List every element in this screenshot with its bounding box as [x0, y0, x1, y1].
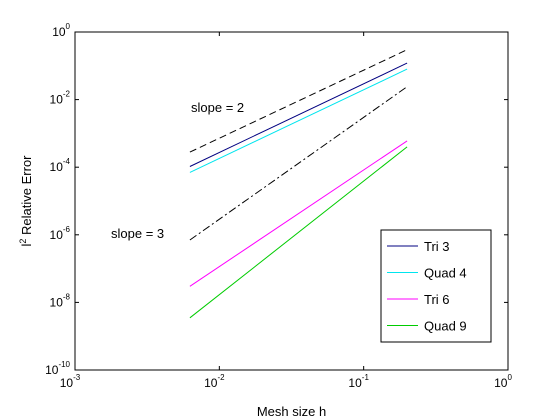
y-tick-label-2: 10-6 — [50, 225, 71, 242]
legend: Tri 3 Quad 4 Tri 6 Quad 9 — [380, 229, 492, 343]
annotation-slope-3: slope = 3 — [111, 226, 164, 241]
legend-label-quad-4: Quad 4 — [424, 266, 467, 281]
y-tick-label-1: 10-8 — [50, 292, 71, 309]
legend-label-quad-9: Quad 9 — [424, 319, 467, 334]
x-tick-label-2: 10-1 — [348, 373, 369, 390]
axis-ticks — [74, 31, 509, 371]
y-tick-label-3: 10-4 — [50, 157, 71, 174]
x-tick-label-3: 100 — [494, 373, 512, 390]
x-tick-label-1: 10-2 — [204, 373, 225, 390]
legend-entries: Tri 3 Quad 4 Tri 6 Quad 9 — [387, 239, 467, 334]
series-line-tri-3 — [189, 62, 408, 167]
series-line-tri-6 — [189, 140, 408, 287]
plot-lines — [189, 49, 408, 319]
reference-line-1 — [189, 86, 408, 241]
y-tick-label-0: 10-10 — [45, 360, 70, 377]
y-tick-label-5: 100 — [52, 22, 70, 39]
series-line-quad-4 — [189, 68, 408, 173]
y-tick-label-4: 10-2 — [50, 90, 71, 107]
x-tick-label-0: 10-3 — [60, 373, 81, 390]
reference-line-0 — [189, 49, 408, 153]
annotation-slope-2: slope = 2 — [191, 100, 244, 115]
legend-label-tri-3: Tri 3 — [424, 239, 450, 254]
y-axis-label: l2 Relative Error — [18, 155, 34, 247]
tick-labels: 10-3 10-2 10-1 100 10-10 10-8 10-6 10-4 10-2 100 — [45, 22, 512, 390]
x-axis-label: Mesh size h — [257, 404, 326, 419]
legend-label-tri-6: Tri 6 — [424, 292, 450, 307]
legend-box — [380, 229, 492, 343]
series-line-quad-9 — [189, 146, 408, 319]
